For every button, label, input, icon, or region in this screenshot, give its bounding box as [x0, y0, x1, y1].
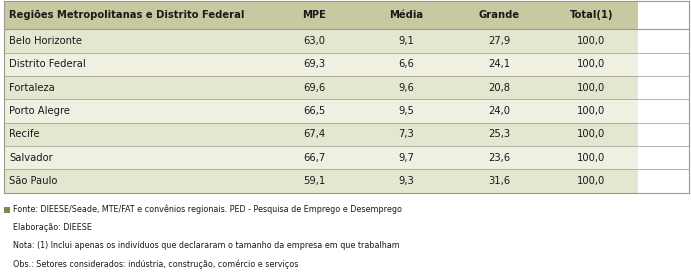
Text: 25,3: 25,3: [488, 129, 510, 139]
Bar: [545, 53, 638, 76]
Text: 9,1: 9,1: [399, 36, 415, 46]
Text: Fortaleza: Fortaleza: [9, 83, 55, 93]
Bar: [453, 76, 545, 99]
Bar: [4, 206, 10, 213]
Bar: [545, 30, 638, 53]
Bar: [267, 123, 360, 146]
Bar: [360, 53, 453, 76]
Text: 67,4: 67,4: [303, 129, 325, 139]
Bar: [453, 30, 545, 53]
Bar: [267, 30, 360, 53]
Bar: [4, 1, 267, 30]
Text: 9,5: 9,5: [399, 106, 415, 116]
Text: Nota: (1) Inclui apenas os indivíduos que declararam o tamanho da empresa em que: Nota: (1) Inclui apenas os indivíduos qu…: [13, 241, 400, 250]
Text: MPE: MPE: [302, 10, 326, 20]
Bar: [267, 146, 360, 169]
Bar: [453, 146, 545, 169]
Text: 6,6: 6,6: [399, 59, 415, 70]
Bar: [267, 53, 360, 76]
Text: 9,3: 9,3: [399, 176, 415, 186]
Bar: [453, 169, 545, 193]
Text: 100,0: 100,0: [577, 153, 605, 163]
Text: Obs.: Setores considerados: indústria, construção, comércio e serviços: Obs.: Setores considerados: indústria, c…: [13, 259, 299, 269]
Text: 20,8: 20,8: [488, 83, 510, 93]
Text: Regiões Metropolitanas e Distrito Federal: Regiões Metropolitanas e Distrito Federa…: [9, 10, 245, 20]
Bar: [545, 76, 638, 99]
Text: Fonte: DIEESE/Seade, MTE/FAT e convênios regionais. PED - Pesquisa de Emprego e : Fonte: DIEESE/Seade, MTE/FAT e convênios…: [13, 205, 402, 214]
Bar: [4, 30, 267, 53]
Text: Recife: Recife: [9, 129, 39, 139]
Bar: [267, 99, 360, 123]
Bar: [4, 99, 267, 123]
Text: Distrito Federal: Distrito Federal: [9, 59, 86, 70]
Text: 100,0: 100,0: [577, 106, 605, 116]
Text: 23,6: 23,6: [488, 153, 510, 163]
Text: 59,1: 59,1: [303, 176, 325, 186]
Bar: [4, 169, 267, 193]
Bar: [4, 123, 267, 146]
Text: 69,6: 69,6: [303, 83, 325, 93]
Text: 63,0: 63,0: [303, 36, 325, 46]
Text: 24,0: 24,0: [488, 106, 510, 116]
Bar: [360, 76, 453, 99]
Bar: [545, 1, 638, 30]
Text: 9,7: 9,7: [399, 153, 415, 163]
Bar: [360, 1, 453, 30]
Text: Elaboração: DIEESE: Elaboração: DIEESE: [13, 223, 92, 232]
Text: 24,1: 24,1: [488, 59, 510, 70]
Bar: [545, 169, 638, 193]
Bar: [360, 169, 453, 193]
Bar: [360, 30, 453, 53]
Bar: [267, 76, 360, 99]
Text: 100,0: 100,0: [577, 129, 605, 139]
Bar: [267, 1, 360, 30]
Text: Belo Horizonte: Belo Horizonte: [9, 36, 82, 46]
Bar: [453, 53, 545, 76]
Text: 66,7: 66,7: [303, 153, 325, 163]
Bar: [453, 1, 545, 30]
Bar: [360, 123, 453, 146]
Bar: [4, 76, 267, 99]
Bar: [360, 99, 453, 123]
Text: 69,3: 69,3: [303, 59, 325, 70]
Text: Porto Alegre: Porto Alegre: [9, 106, 70, 116]
Bar: [545, 146, 638, 169]
Bar: [267, 169, 360, 193]
Bar: [545, 99, 638, 123]
Bar: [4, 146, 267, 169]
Text: 100,0: 100,0: [577, 36, 605, 46]
Text: Grande: Grande: [478, 10, 520, 20]
Text: São Paulo: São Paulo: [9, 176, 57, 186]
Text: 7,3: 7,3: [399, 129, 415, 139]
Bar: [545, 123, 638, 146]
Text: Média: Média: [389, 10, 424, 20]
Text: 27,9: 27,9: [488, 36, 510, 46]
Text: Total(1): Total(1): [569, 10, 613, 20]
Bar: [4, 53, 267, 76]
Text: 9,6: 9,6: [399, 83, 415, 93]
Text: Salvador: Salvador: [9, 153, 53, 163]
Bar: [453, 123, 545, 146]
Text: 100,0: 100,0: [577, 176, 605, 186]
Bar: [453, 99, 545, 123]
Text: 66,5: 66,5: [303, 106, 325, 116]
Text: 100,0: 100,0: [577, 83, 605, 93]
Text: 100,0: 100,0: [577, 59, 605, 70]
Text: 31,6: 31,6: [488, 176, 510, 186]
Bar: [360, 146, 453, 169]
